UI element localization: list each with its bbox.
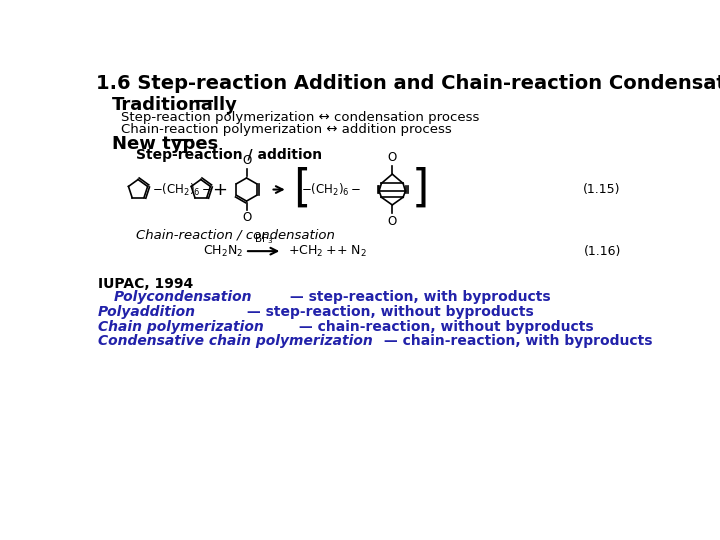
- Text: (1.15): (1.15): [583, 183, 621, 196]
- Text: Chain-reaction / condensation: Chain-reaction / condensation: [137, 228, 336, 241]
- Text: $\mathsf{CH_2N_2}$: $\mathsf{CH_2N_2}$: [203, 244, 243, 259]
- Text: O: O: [242, 211, 251, 224]
- Text: Step-reaction polymerization ↔ condensation process: Step-reaction polymerization ↔ condensat…: [121, 111, 480, 124]
- Text: O: O: [387, 151, 397, 164]
- Text: Polycondensation: Polycondensation: [113, 291, 252, 305]
- Text: 1.6 Step-reaction Addition and Chain-reaction Condensation: 1.6 Step-reaction Addition and Chain-rea…: [96, 74, 720, 93]
- Text: $\mathsf{+\ N_2}$: $\mathsf{+\ N_2}$: [336, 244, 367, 259]
- Text: Step-reaction / addition: Step-reaction / addition: [137, 148, 323, 162]
- Text: — step-reaction, without byproducts: — step-reaction, without byproducts: [242, 305, 534, 319]
- Text: IUPAC, 1994: IUPAC, 1994: [98, 276, 193, 291]
- Text: O: O: [242, 154, 251, 167]
- Text: (1.16): (1.16): [583, 245, 621, 258]
- Text: Polyaddition: Polyaddition: [98, 305, 196, 319]
- Text: Chain-reaction polymerization ↔ addition process: Chain-reaction polymerization ↔ addition…: [121, 123, 451, 136]
- Text: $\mathsf{BF_3}$: $\mathsf{BF_3}$: [254, 232, 273, 246]
- Text: — chain-reaction, with byproducts: — chain-reaction, with byproducts: [379, 334, 652, 348]
- Text: — chain-reaction, without byproducts: — chain-reaction, without byproducts: [294, 320, 594, 334]
- Text: +: +: [212, 180, 227, 199]
- Text: $\mathsf{-(CH_2)_6-}$: $\mathsf{-(CH_2)_6-}$: [301, 181, 361, 198]
- Text: [: [: [293, 166, 310, 210]
- Text: $\mathsf{+CH_2+}$: $\mathsf{+CH_2+}$: [287, 244, 336, 259]
- Text: $\mathsf{-(CH_2)_6-}$: $\mathsf{-(CH_2)_6-}$: [152, 181, 212, 198]
- Text: O: O: [387, 215, 397, 228]
- Text: ]: ]: [412, 166, 429, 210]
- Text: Chain polymerization: Chain polymerization: [98, 320, 264, 334]
- Text: Condensative chain polymerization: Condensative chain polymerization: [98, 334, 372, 348]
- Text: — step-reaction, with byproducts: — step-reaction, with byproducts: [285, 291, 551, 305]
- Text: New types: New types: [112, 135, 218, 153]
- Text: Traditionally: Traditionally: [112, 96, 238, 113]
